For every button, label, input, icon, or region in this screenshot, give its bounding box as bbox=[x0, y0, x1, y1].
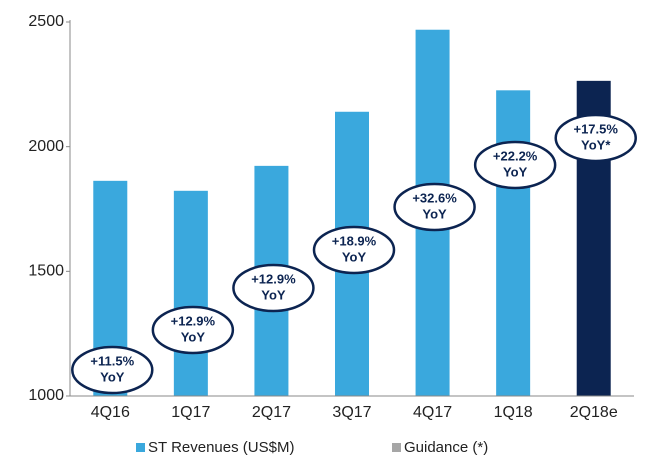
annotation-bubble bbox=[554, 113, 637, 163]
annotation-text: YoY bbox=[261, 287, 286, 302]
x-tick-label: 1Q17 bbox=[171, 404, 210, 421]
annotation-bubble bbox=[232, 263, 315, 313]
annotation-text: YoY bbox=[100, 369, 125, 384]
y-tick-label: 2500 bbox=[28, 13, 64, 30]
annotation-bubble bbox=[393, 182, 476, 232]
annotation-text: +32.6% bbox=[412, 190, 457, 205]
annotation-text: +17.5% bbox=[573, 121, 618, 136]
annotation-text: YoY* bbox=[581, 137, 611, 152]
annotation-text: YoY bbox=[181, 329, 206, 344]
annotation-bubble bbox=[71, 345, 154, 395]
x-tick-label: 1Q18 bbox=[494, 404, 533, 421]
x-tick-label: 2Q18e bbox=[570, 404, 618, 421]
legend-label: ST Revenues (US$M) bbox=[148, 439, 294, 456]
annotation-bubble bbox=[473, 140, 557, 190]
annotation-text: +11.5% bbox=[90, 353, 134, 368]
x-tick-label: 3Q17 bbox=[332, 404, 371, 421]
legend-label: Guidance (*) bbox=[404, 439, 488, 456]
annotation-text: +22.2% bbox=[493, 148, 538, 163]
annotation-bubble bbox=[312, 225, 396, 275]
y-tick-label: 2000 bbox=[28, 138, 64, 155]
legend-swatch bbox=[392, 443, 401, 452]
annotation-bubble bbox=[151, 305, 235, 355]
annotation-text: YoY bbox=[342, 249, 367, 264]
annotation-text: +12.9% bbox=[171, 313, 216, 328]
bar bbox=[496, 90, 531, 397]
y-tick-label: 1500 bbox=[28, 263, 64, 280]
x-tick-label: 4Q16 bbox=[91, 404, 130, 421]
x-tick-label: 4Q17 bbox=[413, 404, 452, 421]
x-tick-label: 2Q17 bbox=[252, 404, 291, 421]
legend-swatch bbox=[136, 443, 145, 452]
annotation-text: +12.9% bbox=[251, 271, 296, 286]
bar bbox=[173, 190, 208, 396]
annotation-text: YoY bbox=[422, 206, 447, 221]
annotation-text: YoY bbox=[503, 164, 528, 179]
y-tick-label: 1000 bbox=[28, 387, 64, 404]
annotation-text: +18.9% bbox=[332, 233, 377, 248]
